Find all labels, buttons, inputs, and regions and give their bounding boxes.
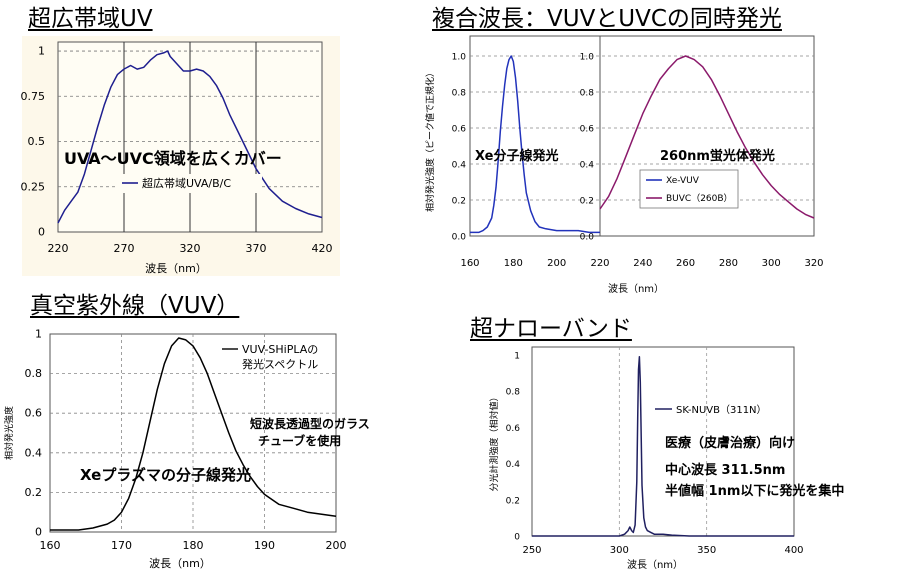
- legend-label: SK-NUVB（311N）: [676, 404, 767, 416]
- x-tick-label: 300: [610, 545, 629, 556]
- legend-label-line-2: 発光スペクトル: [242, 357, 318, 371]
- y-tick-label: 0.8: [506, 388, 521, 398]
- panel-4-x-axis-label: 波長（nm）: [627, 558, 683, 571]
- y-tick-label: 0.4: [452, 161, 467, 171]
- panel-4-y-axis-label: 分光計測強度（相対値）: [488, 392, 500, 491]
- panel-4-annotation-center: 中心波長 311.5nm: [665, 462, 785, 478]
- y-tick-label: 0.2: [25, 486, 43, 499]
- y-tick-label: 0.0: [452, 233, 467, 243]
- x-tick-label: 300: [762, 258, 781, 269]
- y-tick-label: 0.2: [580, 197, 594, 207]
- x-tick-label: 160: [460, 258, 479, 269]
- series-line: [470, 55, 600, 234]
- y-tick-label: 0: [38, 226, 45, 239]
- x-tick-label: 240: [633, 258, 652, 269]
- x-tick-label: 180: [183, 539, 204, 552]
- panel-2-plot-area-left: [469, 35, 601, 237]
- legend-label: Xe-VUV: [666, 176, 700, 186]
- y-tick-label: 0.8: [580, 89, 595, 99]
- x-tick-label: 190: [254, 539, 275, 552]
- panel-4-legend: SK-NUVB（311N）: [655, 404, 767, 416]
- y-tick-label: 0.4: [25, 446, 43, 459]
- panel-2-x-axis-label: 波長（nm）: [608, 282, 664, 295]
- panel-2-y-axis-label: 相対発光強度（ピーク値で正規化）: [424, 68, 436, 212]
- panel-3-annotation-glass: 短波長透過型のガラス: [250, 416, 370, 431]
- panel-3-legend: VUV-SHiPLAの 発光スペクトル: [222, 343, 318, 371]
- panel-3-annotation-xe: Xeプラズマの分子線発光: [80, 466, 251, 484]
- y-tick-label: 0.6: [25, 407, 43, 420]
- panel-2-legend: Xe-VUV BUVC（260B）: [639, 169, 739, 209]
- panel-1-title: 超広帯域UV: [28, 6, 153, 32]
- panel-1-legend: 超広帯域UVA/B/C: [116, 174, 262, 193]
- x-tick-label: 400: [784, 545, 803, 556]
- panel-2-annotation-left: Xe分子線発光: [475, 148, 559, 164]
- y-tick-label: 1: [38, 45, 45, 58]
- panel-4-plot-area: [531, 346, 795, 537]
- y-tick-label: 0.8: [452, 89, 467, 99]
- legend-label: BUVC（260B）: [666, 193, 733, 204]
- panel-3-y-axis-label: 相対発光強度: [3, 406, 15, 460]
- x-tick-label: 260: [676, 258, 695, 269]
- x-tick-label: 250: [522, 545, 541, 556]
- y-tick-label: 0.6: [580, 125, 595, 135]
- panel-1-annotation: UVA～UVC領域を広くカバー: [64, 149, 282, 168]
- y-tick-label: 0.2: [452, 197, 466, 207]
- series-line: [532, 356, 794, 537]
- panel-3-annotation-glass-line-2: チューブを使用: [258, 433, 341, 448]
- x-tick-label: 320: [180, 242, 201, 255]
- x-tick-label: 160: [40, 539, 61, 552]
- panel-2-title: 複合波長：VUVとUVCの同時発光: [432, 6, 782, 32]
- y-tick-label: 0.6: [452, 125, 467, 135]
- y-tick-label: 0.8: [25, 367, 43, 380]
- x-tick-label: 280: [719, 258, 738, 269]
- x-tick-label: 350: [697, 545, 716, 556]
- x-tick-label: 220: [48, 242, 69, 255]
- x-tick-label: 420: [312, 242, 333, 255]
- y-tick-label: 0.4: [580, 161, 595, 171]
- series-line: [599, 55, 815, 219]
- x-tick-label: 320: [804, 258, 823, 269]
- y-tick-label: 1: [514, 352, 520, 362]
- panel-4-title: 超ナローバンド: [470, 316, 632, 342]
- y-tick-label: 1.0: [452, 53, 467, 63]
- y-tick-label: 0.2: [506, 496, 520, 506]
- x-tick-label: 270: [114, 242, 135, 255]
- x-tick-label: 200: [326, 539, 347, 552]
- panel-4-annotation-medical: 医療（皮膚治療）向け: [665, 435, 795, 451]
- y-tick-label: 0.4: [506, 460, 521, 470]
- y-tick-label: 0: [35, 526, 42, 539]
- y-tick-label: 1: [35, 328, 42, 341]
- y-tick-label: 0: [514, 533, 520, 543]
- y-tick-label: 0.6: [506, 424, 521, 434]
- series-line: [50, 337, 337, 531]
- x-tick-label: 200: [547, 258, 566, 269]
- legend-label: 超広帯域UVA/B/C: [142, 176, 231, 190]
- x-tick-label: 370: [246, 242, 267, 255]
- panel-3-title: 真空紫外線（VUV）: [30, 293, 240, 319]
- y-tick-label: 0.75: [21, 90, 46, 103]
- y-tick-label: 0.5: [28, 135, 46, 148]
- x-tick-label: 170: [111, 539, 132, 552]
- x-tick-label: 220: [590, 258, 609, 269]
- y-tick-label: 0.0: [580, 233, 595, 243]
- panel-3-x-axis-label: 波長（nm）: [149, 557, 211, 570]
- panel-1-x-axis-label: 波長（nm）: [145, 262, 207, 275]
- panel-2-annotation-right: 260nm蛍光体発光: [660, 148, 775, 164]
- legend-label: VUV-SHiPLAの: [242, 343, 318, 356]
- panel-4-annotation-fwhm: 半値幅 1nm以下に発光を集中: [665, 483, 844, 499]
- y-tick-label: 1.0: [580, 53, 595, 63]
- series-line: [57, 50, 323, 224]
- y-tick-label: 0.25: [21, 180, 46, 193]
- x-tick-label: 180: [504, 258, 523, 269]
